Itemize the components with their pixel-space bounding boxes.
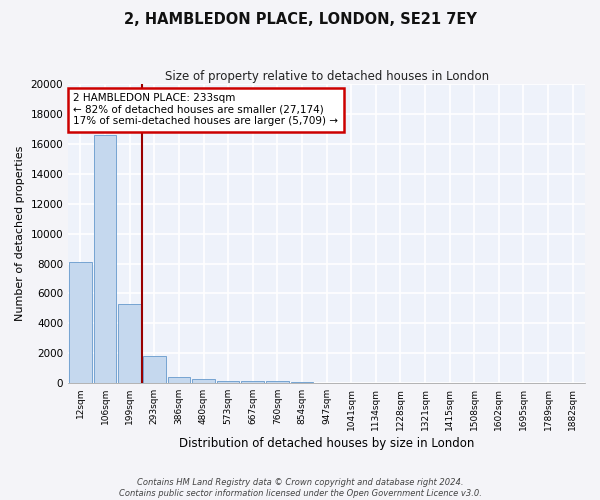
X-axis label: Distribution of detached houses by size in London: Distribution of detached houses by size … <box>179 437 474 450</box>
Bar <box>167 377 190 383</box>
Bar <box>118 304 141 383</box>
Title: Size of property relative to detached houses in London: Size of property relative to detached ho… <box>164 70 488 83</box>
Bar <box>143 356 166 383</box>
Y-axis label: Number of detached properties: Number of detached properties <box>15 146 25 322</box>
Bar <box>266 381 289 383</box>
Bar <box>94 135 116 383</box>
Bar <box>241 381 264 383</box>
Bar <box>192 378 215 383</box>
Bar <box>69 262 92 383</box>
Text: Contains HM Land Registry data © Crown copyright and database right 2024.
Contai: Contains HM Land Registry data © Crown c… <box>119 478 481 498</box>
Text: 2, HAMBLEDON PLACE, LONDON, SE21 7EY: 2, HAMBLEDON PLACE, LONDON, SE21 7EY <box>124 12 476 28</box>
Bar <box>290 382 313 383</box>
Bar <box>217 380 239 383</box>
Text: 2 HAMBLEDON PLACE: 233sqm
← 82% of detached houses are smaller (27,174)
17% of s: 2 HAMBLEDON PLACE: 233sqm ← 82% of detac… <box>73 93 338 126</box>
